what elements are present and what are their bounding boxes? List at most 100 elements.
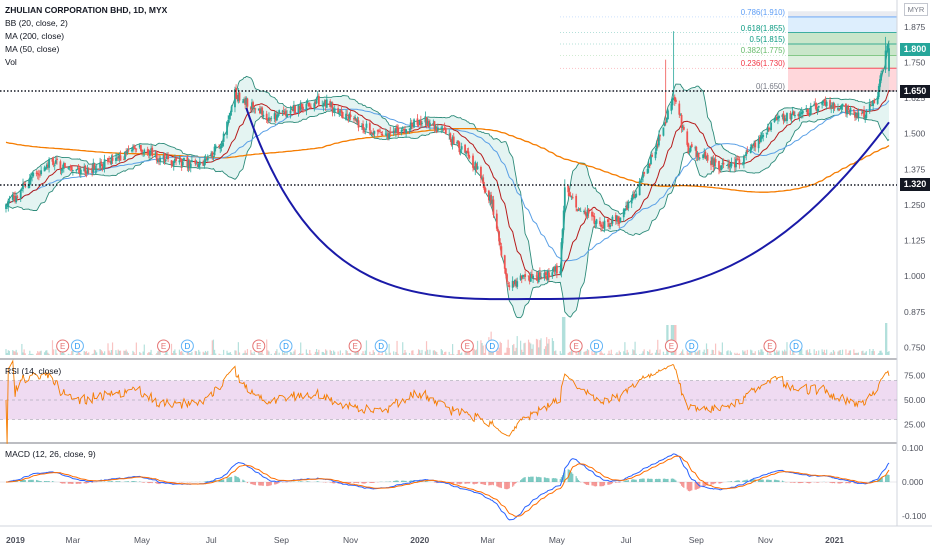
macd-histogram-bar [348,482,351,484]
macd-histogram-bar [251,482,253,485]
candle-body [570,196,573,198]
earnings-marker[interactable]: E [460,339,474,353]
macd-histogram-bar [117,481,119,482]
candle-body [187,160,190,169]
volume-bar [857,352,859,355]
macd-histogram-bar [71,482,73,484]
cup-curve[interactable] [245,107,890,301]
macd-histogram-bar [236,476,238,482]
volume-bar [157,351,159,355]
macd-histogram-bar [157,482,159,484]
event-marker-circle [460,339,474,353]
volume-bar [588,350,590,355]
earnings-marker[interactable]: E [763,339,777,353]
volume-bar [576,353,578,355]
candle-body [78,167,81,174]
dividend-marker[interactable]: D [685,339,699,353]
macd-histogram-bar [798,482,801,484]
candle-body [524,274,527,277]
macd-histogram-bar [887,474,889,482]
earnings-marker[interactable]: E [569,339,583,353]
dividend-marker[interactable]: D [485,339,499,353]
macd-legend[interactable]: MACD (12, 26, close, 9) [5,449,96,459]
legend-ma50[interactable]: MA (50, close) [5,44,60,54]
macd-histogram-bar [250,482,252,485]
volume-bar [687,352,689,355]
candle-body [172,161,175,166]
volume-bar [593,349,595,355]
candle-body [142,152,145,154]
volume-bar [483,352,485,355]
macd-histogram-bar [578,481,581,482]
earnings-marker[interactable]: E [157,339,171,353]
volume-bar [496,347,498,355]
volume-bar [829,353,831,355]
volume-bar [641,353,643,355]
dividend-marker[interactable]: D [180,339,194,353]
volume-bar [62,351,64,355]
legend-bb[interactable]: BB (20, close, 2) [5,18,68,28]
macd-histogram-bar [650,478,652,482]
volume-bar [142,351,144,355]
macd-histogram-bar [696,482,699,490]
candle-body [603,220,606,229]
macd-histogram-bar [773,479,776,482]
candle-body [611,216,614,224]
macd-histogram-bar [513,482,515,486]
earnings-marker[interactable]: E [664,339,678,353]
candle-body [307,102,310,106]
macd-histogram-bar [405,480,407,482]
volume-bar [6,353,8,355]
volume-bar [760,349,762,355]
volume-bar [798,351,801,355]
macd-histogram-bar [59,482,62,483]
horizontal-levels[interactable] [0,90,897,186]
legend-vol[interactable]: Vol [5,57,17,67]
legend-ma200[interactable]: MA (200, close) [5,31,65,41]
time-tick-label: 2019 [6,535,25,545]
volume-bar [481,343,483,355]
earnings-marker[interactable]: E [252,339,266,353]
volume-bar [718,350,720,355]
macd-histogram-bar [363,482,365,484]
volume-bar [583,351,585,355]
macd-histogram-bar [395,480,397,482]
earnings-marker[interactable]: E [56,339,70,353]
event-marker-label: E [161,342,166,351]
macd-histogram-bar [16,481,18,482]
candle-body [281,110,284,112]
dividend-marker[interactable]: D [590,339,604,353]
volume-bar [683,353,685,355]
volume-bar [759,352,761,355]
volume-bar [156,352,158,355]
candle-body [158,159,160,162]
candle-body [346,114,349,116]
volume-bar [63,352,65,355]
earnings-marker[interactable]: E [348,339,362,353]
candle-body [245,97,248,105]
macd-histogram-bar [293,481,295,482]
candle-body [32,172,35,177]
candle-body [419,120,422,126]
rsi-legend[interactable]: RSI (14, close) [5,366,62,376]
volume-bar [863,353,865,355]
volume-bar [361,353,363,355]
dividend-marker[interactable]: D [789,339,803,353]
dividend-marker[interactable]: D [279,339,293,353]
candle-body [655,145,658,151]
macd-histogram-bar [349,482,352,484]
volume-bar [218,353,220,355]
volume-bar [561,317,564,355]
macd-histogram-bar [571,472,573,482]
candle-body [156,160,159,163]
candle-body [323,101,326,105]
dividend-marker[interactable]: D [374,339,388,353]
macd-histogram-bar [635,479,637,482]
dividend-marker[interactable]: D [70,339,84,353]
volume-bars [5,317,890,355]
currency-badge[interactable]: MYR [904,3,928,16]
macd-histogram-bar [809,482,811,484]
macd-histogram-bar [371,482,373,483]
